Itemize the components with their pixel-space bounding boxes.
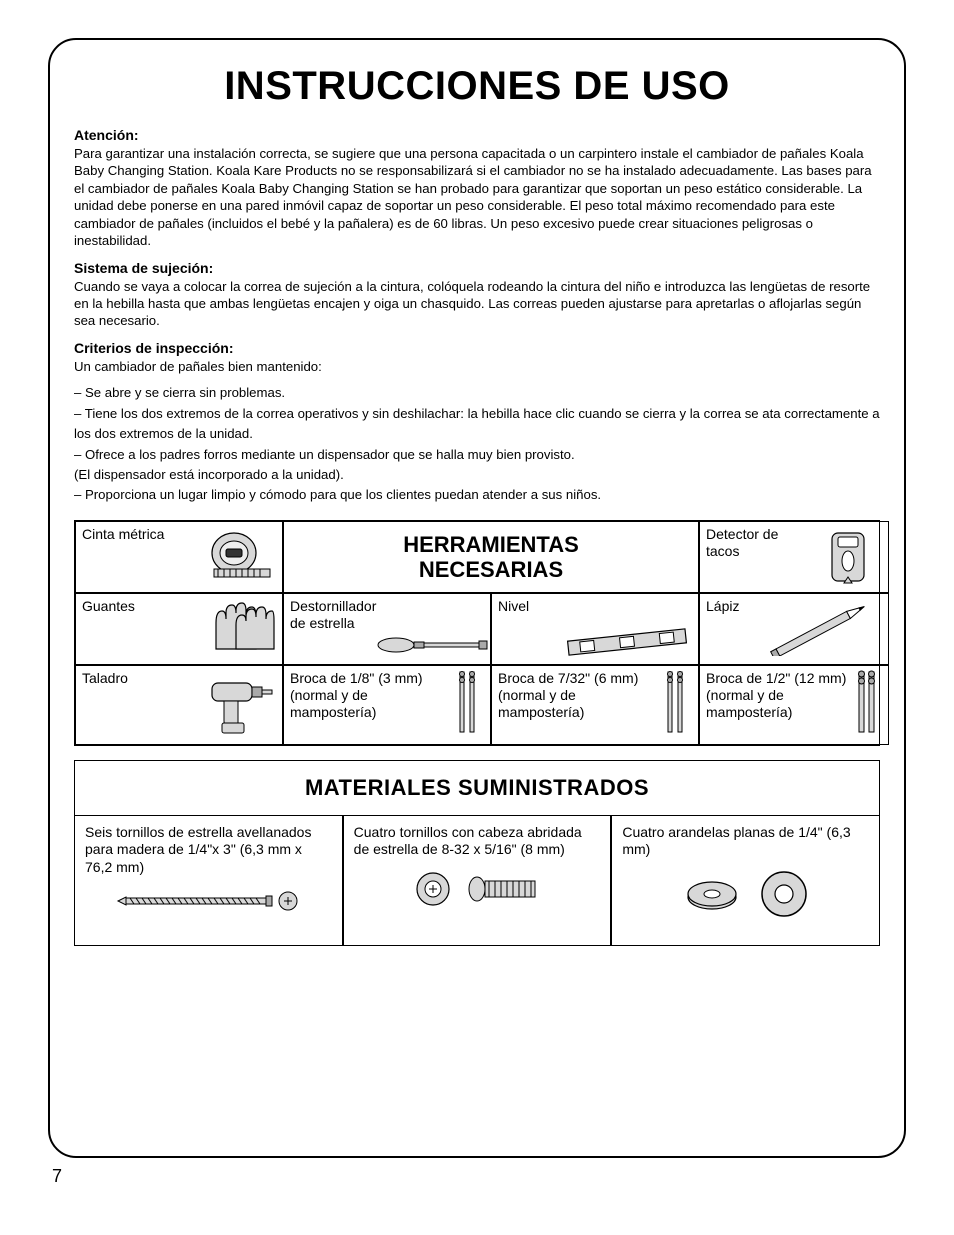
- tool-label: Lápiz: [706, 598, 739, 660]
- tool-label: Taladro: [82, 670, 128, 740]
- material-3: Cuatro arandelas planas de 1/4" (6,3 mm): [611, 816, 880, 946]
- criterios-heading: Criterios de inspección:: [74, 340, 880, 356]
- atencion-heading: Atención:: [74, 127, 880, 143]
- machine-screw-icon: [354, 869, 601, 909]
- tools-header: HERRAMIENTASNECESARIAS: [283, 521, 699, 593]
- tool-destornillador: Destornillador de estrella: [283, 593, 491, 665]
- criterios-item: (El dispensador está incorporado a la un…: [74, 465, 880, 485]
- washer-icon: [622, 869, 869, 919]
- drill-bit-icon: [662, 670, 692, 740]
- tool-label: Cinta métrica: [82, 526, 164, 588]
- tool-broca2: Broca de 7/32" (6 mm) (normal y de mampo…: [491, 665, 699, 745]
- tool-taladro: Taladro: [75, 665, 283, 745]
- criterios-item: – Tiene los dos extremos de la correa op…: [74, 404, 880, 445]
- tool-label: Guantes: [82, 598, 135, 660]
- gloves-icon: [206, 598, 276, 660]
- tool-label: Broca de 1/8" (3 mm) (normal y de mampos…: [290, 670, 440, 740]
- atencion-text: Para garantizar una instalación correcta…: [74, 145, 880, 250]
- screwdriver-icon: [376, 598, 496, 660]
- drill-bit-icon: [856, 670, 882, 740]
- section-criterios: Criterios de inspección: Un cambiador de…: [74, 340, 880, 506]
- sujecion-heading: Sistema de sujeción:: [74, 260, 880, 276]
- page-title: INSTRUCCIONES DE USO: [74, 64, 880, 109]
- tool-broca1: Broca de 1/8" (3 mm) (normal y de mampos…: [283, 665, 491, 745]
- criterios-item: – Ofrece a los padres forros mediante un…: [74, 445, 880, 465]
- page-number: 7: [52, 1166, 62, 1187]
- material-1: Seis tornillos de estrella avellanados p…: [74, 816, 343, 946]
- material-label: Cuatro arandelas planas de 1/4" (6,3 mm): [622, 824, 869, 859]
- stud-finder-icon: [813, 526, 882, 588]
- tool-detector: Detector de tacos: [699, 521, 889, 593]
- drill-icon: [206, 670, 276, 740]
- material-label: Cuatro tornillos con cabeza abridada de …: [354, 824, 601, 859]
- tool-label: Destornillador de estrella: [290, 598, 376, 660]
- page: INSTRUCCIONES DE USO Atención: Para gara…: [0, 0, 954, 1235]
- section-sujecion: Sistema de sujeción: Cuando se vaya a co…: [74, 260, 880, 330]
- material-2: Cuatro tornillos con cabeza abridada de …: [343, 816, 612, 946]
- tool-lapiz: Lápiz: [699, 593, 889, 665]
- tool-guantes: Guantes: [75, 593, 283, 665]
- criterios-item: – Proporciona un lugar limpio y cómodo p…: [74, 485, 880, 505]
- tool-label: Nivel: [498, 598, 529, 660]
- tool-label: Broca de 7/32" (6 mm) (normal y de mampo…: [498, 670, 648, 740]
- material-label: Seis tornillos de estrella avellanados p…: [85, 824, 332, 877]
- level-icon: [562, 598, 692, 660]
- pencil-icon: [762, 598, 882, 660]
- wood-screw-icon: [85, 886, 332, 916]
- criterios-list: – Se abre y se cierra sin problemas. – T…: [74, 383, 880, 506]
- materials-row: Seis tornillos de estrella avellanados p…: [74, 816, 880, 946]
- tool-broca3: Broca de 1/2" (12 mm) (normal y de mampo…: [699, 665, 889, 745]
- criterios-item: – Se abre y se cierra sin problemas.: [74, 383, 880, 403]
- tools-table: Cinta métrica HERRAMIENTASNECESARIAS Det…: [74, 520, 880, 746]
- tool-label: Broca de 1/2" (12 mm) (normal y de mampo…: [706, 670, 856, 740]
- content-frame: INSTRUCCIONES DE USO Atención: Para gara…: [48, 38, 906, 1158]
- tape-measure-icon: [206, 526, 276, 588]
- section-atencion: Atención: Para garantizar una instalació…: [74, 127, 880, 250]
- tool-label: Detector de tacos: [706, 526, 813, 588]
- tools-header-text: HERRAMIENTASNECESARIAS: [403, 532, 579, 583]
- drill-bit-icon: [454, 670, 484, 740]
- criterios-intro: Un cambiador de pañales bien mantenido:: [74, 358, 880, 375]
- materials-header: MATERIALES SUMINISTRADOS: [74, 760, 880, 816]
- tool-nivel: Nivel: [491, 593, 699, 665]
- sujecion-text: Cuando se vaya a colocar la correa de su…: [74, 278, 880, 330]
- tool-cinta: Cinta métrica: [75, 521, 283, 593]
